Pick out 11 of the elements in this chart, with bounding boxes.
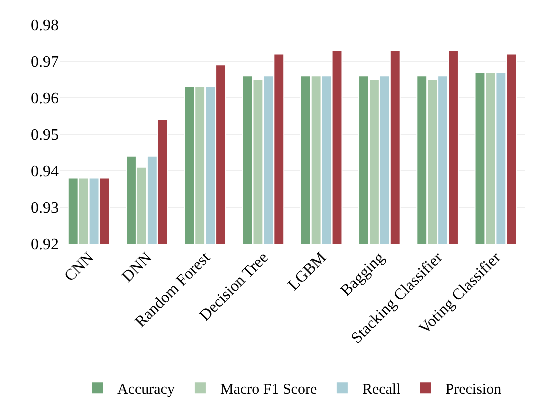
y-tick-label: 0.95 [31, 127, 59, 144]
y-tick-label: 0.96 [31, 90, 59, 108]
y-tick-label: 0.94 [31, 164, 59, 181]
legend-label: Accuracy [118, 382, 176, 398]
y-tick-label: 0.97 [31, 54, 59, 72]
legend-label: Precision [446, 382, 502, 398]
y-tick-label: 0.98 [31, 18, 59, 35]
legend-label: Macro F1 Score [220, 382, 318, 398]
y-tick-label: 0.93 [31, 200, 59, 218]
y-tick-label: 0.92 [31, 236, 59, 254]
legend-label: Recall [362, 382, 401, 398]
